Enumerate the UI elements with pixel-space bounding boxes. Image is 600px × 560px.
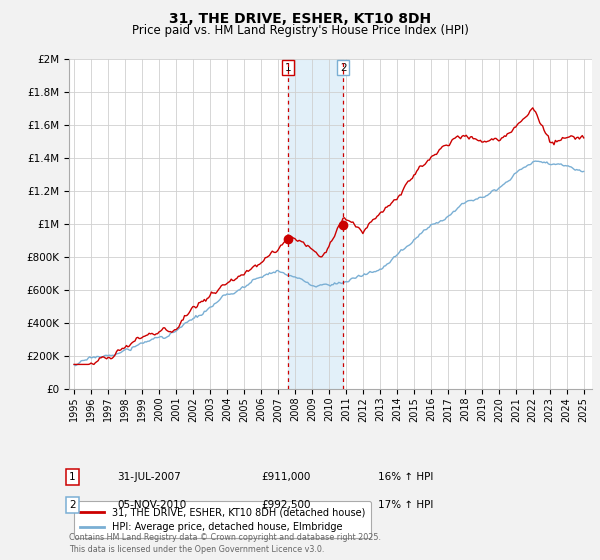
Text: 16% ↑ HPI: 16% ↑ HPI xyxy=(378,472,433,482)
Text: 1: 1 xyxy=(284,63,291,73)
Text: £992,500: £992,500 xyxy=(261,500,311,510)
Text: 31-JUL-2007: 31-JUL-2007 xyxy=(117,472,181,482)
Bar xyxy=(288,59,343,389)
Text: £911,000: £911,000 xyxy=(261,472,310,482)
Text: Price paid vs. HM Land Registry's House Price Index (HPI): Price paid vs. HM Land Registry's House … xyxy=(131,24,469,36)
Text: 17% ↑ HPI: 17% ↑ HPI xyxy=(378,500,433,510)
Text: 31, THE DRIVE, ESHER, KT10 8DH: 31, THE DRIVE, ESHER, KT10 8DH xyxy=(169,12,431,26)
Text: Contains HM Land Registry data © Crown copyright and database right 2025.
This d: Contains HM Land Registry data © Crown c… xyxy=(69,533,381,554)
Text: 1: 1 xyxy=(69,472,76,482)
Text: 2: 2 xyxy=(69,500,76,510)
Legend: 31, THE DRIVE, ESHER, KT10 8DH (detached house), HPI: Average price, detached ho: 31, THE DRIVE, ESHER, KT10 8DH (detached… xyxy=(74,501,371,538)
Text: 05-NOV-2010: 05-NOV-2010 xyxy=(117,500,186,510)
Text: 2: 2 xyxy=(340,63,347,73)
